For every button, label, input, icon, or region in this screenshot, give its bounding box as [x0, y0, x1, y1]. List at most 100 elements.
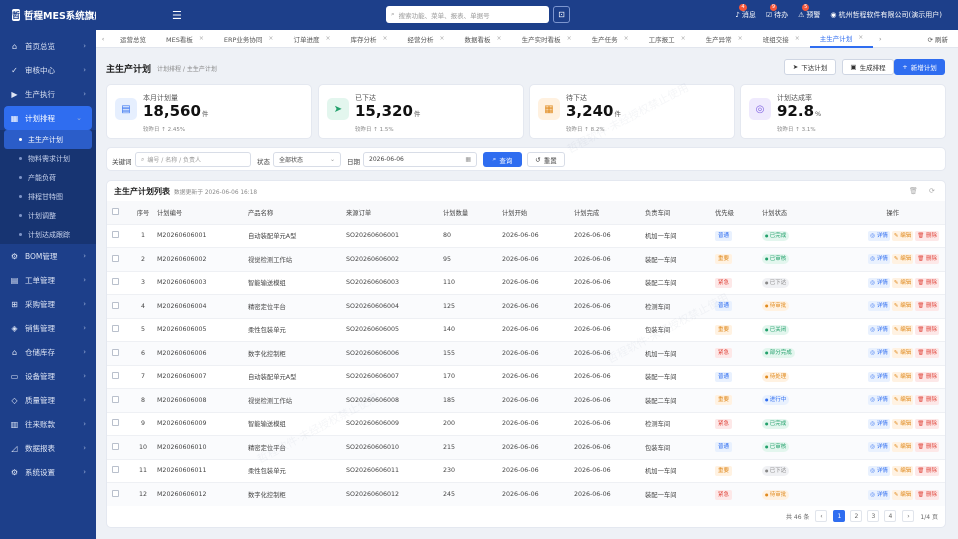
sidebar-item[interactable]: ⌂ 仓储库存 › — [0, 340, 96, 364]
close-icon[interactable]: × — [794, 35, 800, 42]
close-icon[interactable]: × — [680, 35, 686, 42]
detail-button[interactable]: ◎ 详情 — [868, 442, 890, 453]
tab[interactable]: 订单进度 × — [283, 30, 340, 48]
row-checkbox[interactable] — [112, 348, 119, 356]
user-menu[interactable]: ◉ 杭州哲程软件有限公司(演示用户) — [830, 11, 942, 19]
tab[interactable]: 库存分析 × — [340, 30, 397, 48]
row-checkbox[interactable] — [112, 301, 119, 309]
sidebar-item[interactable]: ⌂ 首页总览 › — [0, 34, 96, 58]
edit-button[interactable]: ✎ 编辑 — [891, 301, 914, 312]
tabs-right-icon[interactable]: › — [878, 34, 882, 43]
delete-button[interactable]: 🗑 删除 — [915, 442, 939, 453]
edit-button[interactable]: ✎ 编辑 — [891, 418, 914, 429]
close-icon[interactable]: × — [325, 35, 331, 42]
refresh-icon[interactable]: ⟳ — [929, 187, 935, 195]
sidebar-item[interactable]: ▥ 往来账款 › — [0, 412, 96, 436]
close-icon[interactable]: × — [566, 35, 572, 42]
page-button[interactable]: 2 — [850, 510, 863, 522]
tab[interactable]: 数据看板 × — [455, 30, 512, 48]
table-row[interactable]: 11 M20260606011 柔性包装单元 SO20260606011 230 2026… — [107, 458, 945, 483]
table-row[interactable]: 2 M20260606002 视觉检测工作站 SO20260606002 95 2026-… — [107, 247, 945, 271]
todo-button[interactable]: ☑ 9 待办 — [765, 4, 789, 19]
tab[interactable]: 生产异常 × — [696, 30, 753, 48]
reset-button[interactable]: ↺ 重置 — [527, 152, 565, 167]
sidebar-item[interactable]: ▶ 生产执行 › — [0, 82, 96, 106]
delete-button[interactable]: 🗑 删除 — [915, 230, 939, 241]
edit-button[interactable]: ✎ 编辑 — [891, 371, 914, 382]
table-row[interactable]: 7 M20260606007 自动装配单元A型 SO20260606007 170 202… — [107, 364, 945, 389]
row-checkbox[interactable] — [112, 231, 119, 239]
sidebar-subitem[interactable]: 计划达成跟踪 — [0, 225, 96, 244]
close-icon[interactable]: × — [737, 35, 743, 42]
table-row[interactable]: 9 M20260606009 智能输送模组 SO20260606009 200 2026-… — [107, 411, 945, 436]
delete-button[interactable]: 🗑 删除 — [915, 489, 939, 500]
close-icon[interactable]: × — [198, 35, 204, 42]
sidebar-item[interactable]: ⊞ 采购管理 › — [0, 292, 96, 316]
table-row[interactable]: 12 M20260606012 数字化控制柜 SO20260606012 245 2026… — [107, 482, 945, 506]
row-checkbox[interactable] — [112, 395, 119, 403]
tab[interactable]: 工序报工 × — [639, 30, 696, 48]
date-picker[interactable]: 2026-06-06 ▦ — [363, 152, 477, 167]
global-search-input[interactable]: ⌕ 搜索功能、菜单、报表、单据号 — [386, 6, 549, 23]
row-checkbox[interactable] — [112, 419, 119, 427]
page-button[interactable]: 4 — [884, 510, 897, 522]
tab[interactable]: 班组交接 × — [753, 30, 810, 48]
new-plan-button[interactable]: + 新增计划 — [894, 59, 945, 75]
sidebar-item[interactable]: ▭ 设备管理 › — [0, 364, 96, 388]
detail-button[interactable]: ◎ 详情 — [868, 324, 890, 335]
table-row[interactable]: 10 M20260606010 精密定位平台 SO20260606010 215 2026… — [107, 435, 945, 459]
delete-button[interactable]: 🗑 删除 — [915, 301, 939, 312]
tab[interactable]: 生产任务 × — [582, 30, 639, 48]
edit-button[interactable]: ✎ 编辑 — [891, 489, 914, 500]
close-icon[interactable]: × — [858, 34, 864, 41]
delete-button[interactable]: 🗑 删除 — [915, 348, 939, 359]
close-icon[interactable]: × — [439, 35, 445, 42]
query-button[interactable]: ⌕ 查询 — [483, 152, 522, 167]
row-checkbox[interactable] — [112, 490, 119, 497]
sidebar-subitem[interactable]: 主生产计划 — [4, 130, 92, 149]
sidebar-item[interactable]: ◿ 数据报表 › — [0, 436, 96, 460]
row-checkbox[interactable] — [112, 278, 119, 286]
delete-button[interactable]: 🗑 删除 — [915, 324, 939, 335]
edit-button[interactable]: ✎ 编辑 — [891, 230, 914, 241]
edit-button[interactable]: ✎ 编辑 — [891, 442, 914, 453]
tab[interactable]: 经营分析 × — [398, 30, 455, 48]
page-button[interactable]: 3 — [867, 510, 880, 522]
edit-button[interactable]: ✎ 编辑 — [891, 254, 914, 265]
close-icon[interactable]: × — [623, 35, 629, 42]
detail-button[interactable]: ◎ 详情 — [868, 489, 890, 500]
tab[interactable]: 主生产计划 × — [809, 30, 874, 48]
table-row[interactable]: 1 M20260606001 自动装配单元A型 SO20260606001 80 2026… — [107, 223, 945, 248]
delete-button[interactable]: 🗑 删除 — [915, 395, 939, 406]
row-checkbox[interactable] — [112, 466, 119, 474]
message-button[interactable]: ♪ 4 消息 — [735, 4, 756, 19]
table-row[interactable]: 4 M20260606004 精密定位平台 SO20260606004 125 2026-… — [107, 294, 945, 318]
next-page-button[interactable]: › — [902, 510, 915, 522]
sidebar-subitem[interactable]: 排程甘特图 — [0, 187, 96, 206]
detail-button[interactable]: ◎ 详情 — [868, 254, 890, 265]
tab[interactable]: 生产实时看板 × — [512, 30, 582, 48]
detail-button[interactable]: ◎ 详情 — [868, 230, 890, 241]
table-row[interactable]: 3 M20260606003 智能输送模组 SO20260606003 110 2026-… — [107, 270, 945, 295]
close-icon[interactable]: × — [382, 35, 388, 42]
detail-button[interactable]: ◎ 详情 — [868, 465, 890, 476]
row-checkbox[interactable] — [112, 254, 119, 262]
sidebar-subitem[interactable]: 物料需求计划 — [0, 149, 96, 168]
detail-button[interactable]: ◎ 详情 — [868, 277, 890, 288]
edit-button[interactable]: ✎ 编辑 — [891, 348, 914, 359]
edit-button[interactable]: ✎ 编辑 — [891, 277, 914, 288]
tab[interactable]: MES看板 × — [156, 30, 214, 48]
row-checkbox[interactable] — [112, 372, 119, 380]
table-row[interactable]: 8 M20260606008 视觉检测工作站 SO20260606008 185 2026… — [107, 388, 945, 412]
row-checkbox[interactable] — [112, 325, 119, 333]
sidebar-subitem[interactable]: 计划调整 — [0, 206, 96, 225]
detail-button[interactable]: ◎ 详情 — [868, 395, 890, 406]
menu-toggle-icon[interactable]: ☰ — [172, 8, 182, 22]
keyword-input[interactable]: ⌕ 编号 / 名称 / 负责人 — [135, 152, 251, 167]
delete-button[interactable]: 🗑 删除 — [915, 254, 939, 265]
refresh-button[interactable]: ⟳ 刷新 — [927, 35, 948, 44]
sidebar-item[interactable]: ⚙ 系统设置 › — [0, 460, 96, 484]
table-row[interactable]: 5 M20260606005 柔性包装单元 SO20260606005 140 2026-… — [107, 317, 945, 342]
delete-button[interactable]: 🗑 删除 — [915, 465, 939, 476]
delete-button[interactable]: 🗑 删除 — [915, 371, 939, 382]
